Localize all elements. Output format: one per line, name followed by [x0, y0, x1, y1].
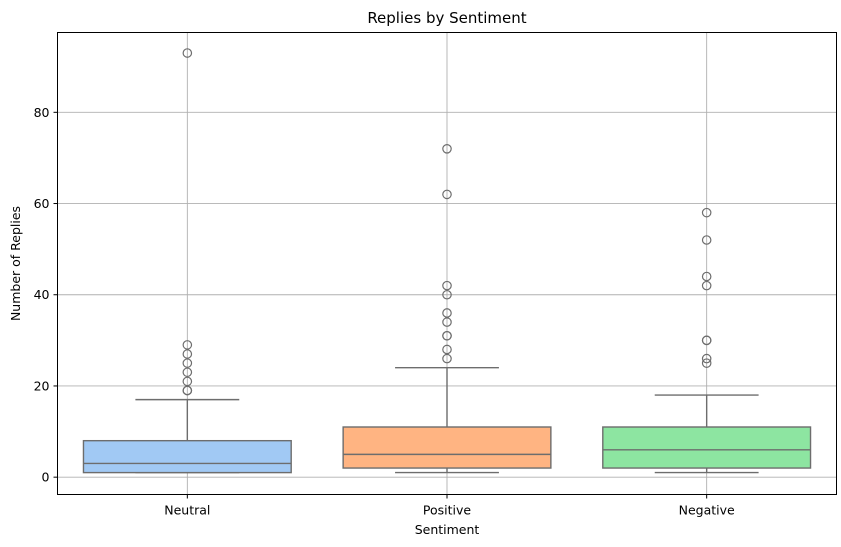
y-tick-label: 20 — [34, 378, 50, 393]
box-negative — [602, 207, 812, 474]
outlier-point — [182, 349, 193, 359]
y-axis-label: Number of Replies — [8, 206, 23, 321]
x-tick-label: Positive — [423, 503, 471, 518]
outlier-point — [442, 289, 452, 300]
outlier-point — [442, 308, 452, 318]
y-tick-label: 60 — [34, 196, 50, 211]
box-body — [342, 426, 552, 469]
outlier-point — [182, 340, 193, 350]
box-body — [82, 439, 292, 474]
box-neutral — [82, 48, 292, 474]
outlier-point — [442, 143, 452, 154]
x-tick-label: Neutral — [164, 503, 210, 518]
y-tick-label: 80 — [34, 105, 50, 120]
y-axis-ticks: 0 20 40 60 80 — [34, 105, 58, 485]
outlier-point — [701, 353, 712, 364]
y-tick-label: 0 — [42, 470, 50, 485]
outlier-point — [182, 367, 193, 378]
outlier-point — [442, 353, 452, 364]
outlier-point — [442, 189, 452, 200]
outlier-point — [701, 207, 712, 218]
outlier-point — [442, 330, 452, 341]
outlier-point — [182, 48, 193, 58]
outlier-point — [701, 358, 712, 368]
outlier-point — [442, 280, 452, 291]
chart-title: Replies by Sentiment — [367, 9, 526, 27]
outlier-point — [701, 271, 712, 282]
outlier-point — [701, 280, 712, 291]
box-positive — [342, 143, 552, 474]
outlier-point — [701, 235, 712, 245]
outlier-point — [182, 358, 193, 368]
outlier-point — [182, 385, 193, 396]
outlier-point — [701, 335, 712, 346]
outlier-point — [442, 344, 452, 355]
outlier-point — [182, 376, 193, 387]
x-axis-label: Sentiment — [415, 522, 480, 537]
x-tick-label: Negative — [679, 503, 735, 518]
box-body — [602, 426, 812, 469]
y-tick-label: 40 — [34, 287, 50, 302]
x-axis-ticks: Neutral Positive Negative — [164, 494, 735, 518]
outlier-point — [442, 317, 452, 327]
boxes-layer — [82, 48, 812, 474]
